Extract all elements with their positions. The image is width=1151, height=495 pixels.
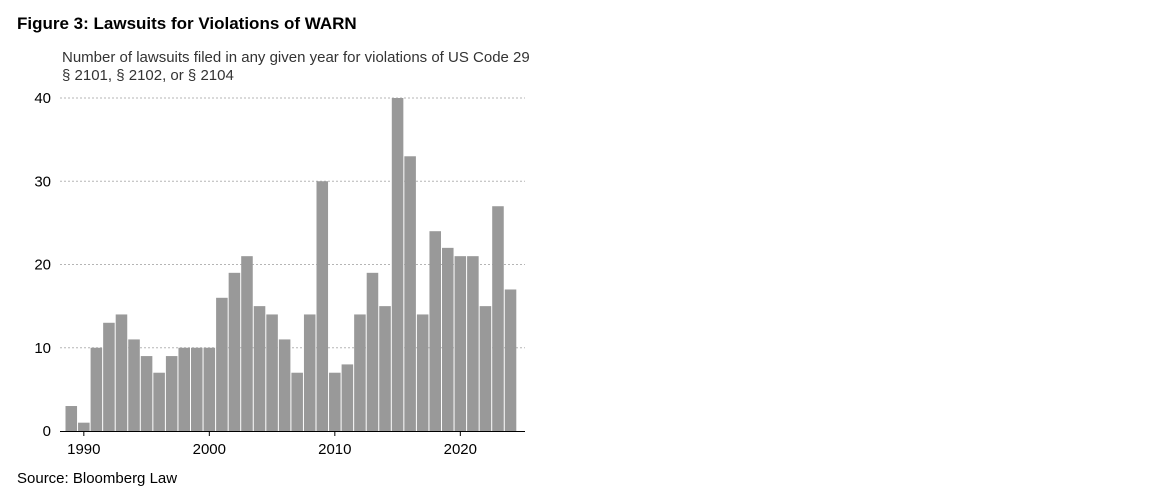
bar-1989 [65, 406, 78, 431]
bar-1991 [90, 347, 103, 431]
bar-1993 [115, 314, 128, 431]
y-tick-labels: 0 10 20 30 40 [34, 90, 51, 440]
bar-2024 [504, 289, 517, 431]
bar-1995 [140, 356, 153, 431]
y-tick-label: 0 [43, 423, 51, 440]
bar-2002 [228, 272, 241, 431]
y-tick-label: 30 [34, 173, 51, 190]
x-tick-label: 2020 [444, 441, 477, 458]
bar-2017 [416, 314, 429, 431]
bars [65, 98, 517, 431]
bar-2014 [379, 306, 391, 431]
bar-2022 [479, 306, 492, 431]
bar-2005 [266, 314, 278, 431]
x-tick-label: 2010 [318, 441, 351, 458]
bar-1997 [165, 356, 178, 431]
x-tick-label: 2000 [193, 441, 226, 458]
bar-2009 [316, 181, 329, 431]
source-note: Source: Bloomberg Law [17, 470, 178, 487]
bar-1998 [178, 347, 190, 431]
bar-1999 [191, 347, 203, 431]
bar-2023 [492, 206, 504, 431]
x-tick-label: 1990 [67, 441, 100, 458]
bar-2011 [341, 364, 354, 431]
bar-2012 [354, 314, 366, 431]
bar-1990 [78, 422, 90, 431]
bar-1994 [128, 339, 140, 431]
bar-2001 [216, 297, 228, 431]
bar-2013 [366, 272, 379, 431]
chart-subtitle: Number of lawsuits filed in any given ye… [62, 49, 530, 84]
bar-2018 [429, 231, 441, 431]
bar-2006 [278, 339, 291, 431]
bar-2020 [454, 256, 467, 431]
figure-title: Figure 3: Lawsuits for Violations of WAR… [17, 14, 357, 33]
bar-1996 [153, 372, 165, 431]
bar-2003 [241, 256, 253, 431]
bar-2019 [442, 247, 454, 431]
y-tick-label: 20 [34, 257, 51, 274]
bar-2004 [253, 306, 266, 431]
y-tick-label: 40 [34, 90, 51, 107]
bar-2000 [203, 347, 216, 431]
y-tick-label: 10 [34, 340, 51, 357]
bar-2016 [404, 156, 416, 431]
bar-2008 [303, 314, 316, 431]
x-tick-labels: 1990 2000 2010 2020 [67, 431, 477, 458]
bar-2007 [291, 372, 303, 431]
bar-2010 [329, 372, 341, 431]
bar-2015 [391, 98, 404, 431]
bar-1992 [103, 322, 115, 431]
bar-2021 [467, 256, 479, 431]
